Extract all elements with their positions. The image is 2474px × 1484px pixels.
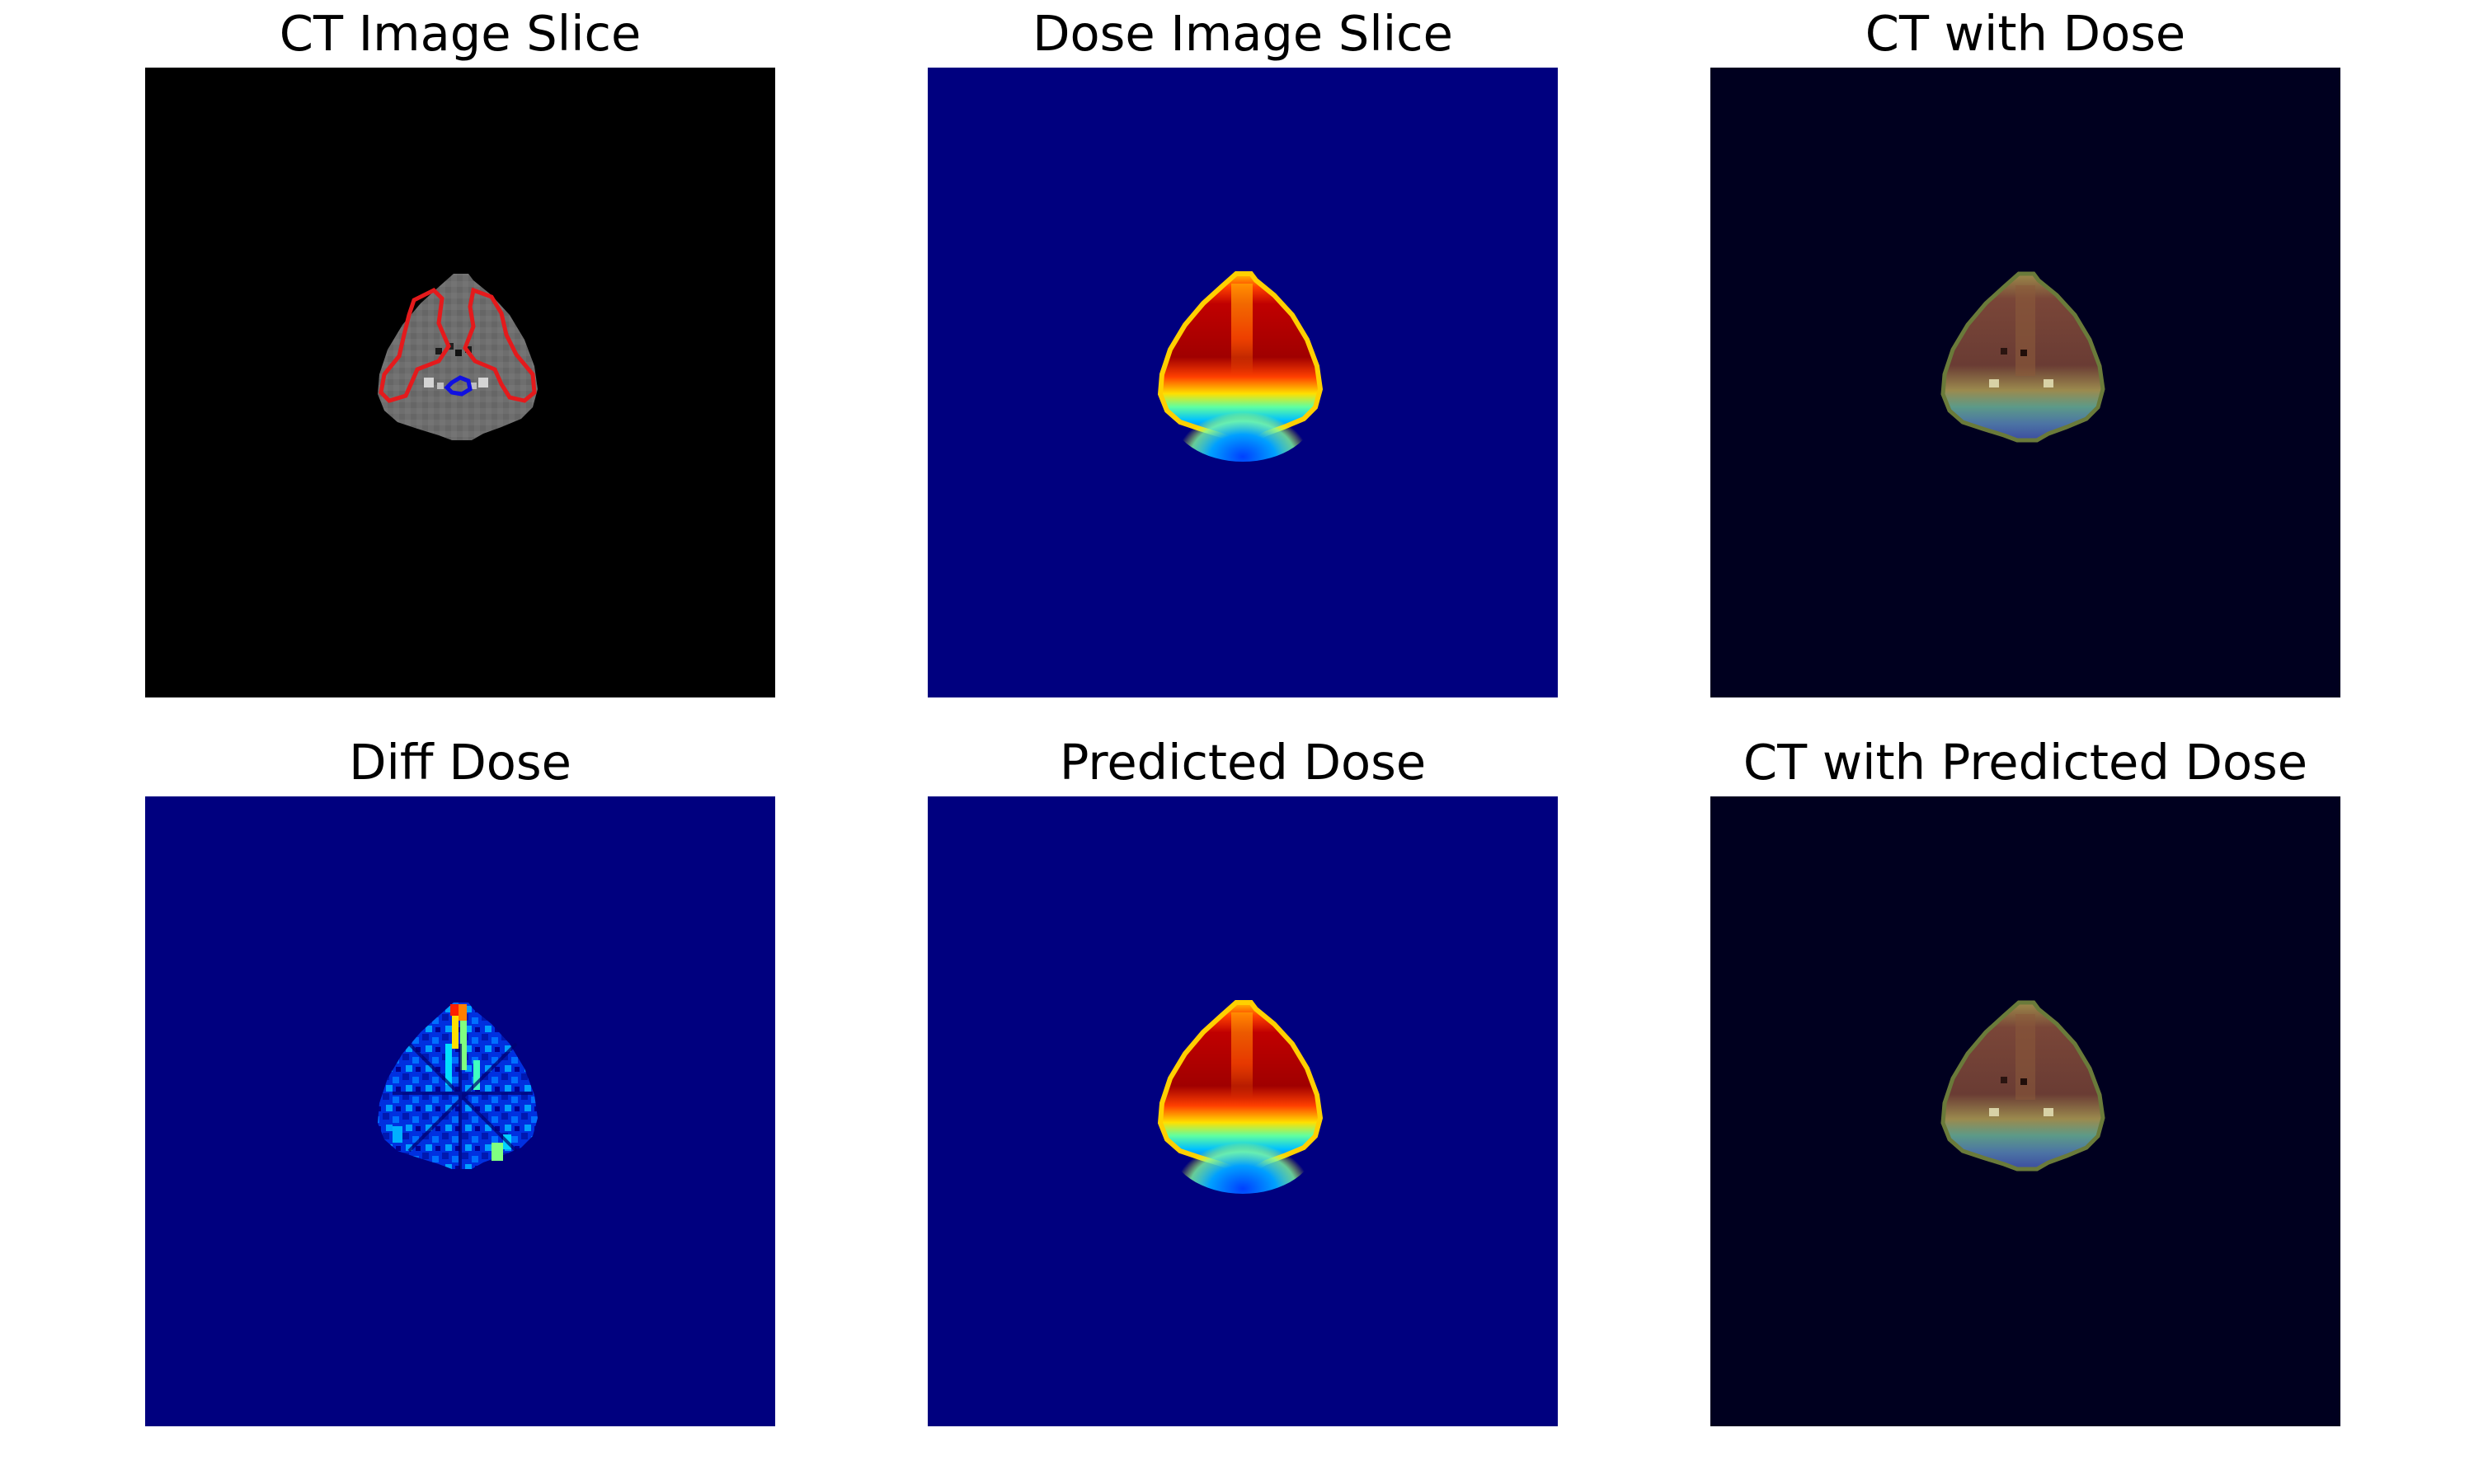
blue-contour — [444, 375, 473, 397]
red-contour-right — [463, 287, 537, 403]
ct-with-dose-title: CT with Dose — [1865, 5, 2186, 62]
ct-with-predicted-dose-image — [1710, 796, 2340, 1426]
ct-with-dose-image — [1710, 68, 2340, 697]
predicted-dose-title: Predicted Dose — [1059, 734, 1427, 791]
dose-image-title: Dose Image Slice — [1032, 5, 1453, 62]
head-outline — [378, 274, 538, 440]
ct-image-title: CT Image Slice — [279, 5, 642, 62]
dose-image — [928, 68, 1558, 697]
ct-image — [145, 68, 775, 697]
predicted-dose-image — [928, 796, 1558, 1426]
red-contour-left — [379, 287, 451, 403]
diff-dose-image — [145, 796, 775, 1426]
diff-dose-title: Diff Dose — [349, 734, 571, 791]
ct-with-predicted-dose-title: CT with Predicted Dose — [1743, 734, 2308, 791]
